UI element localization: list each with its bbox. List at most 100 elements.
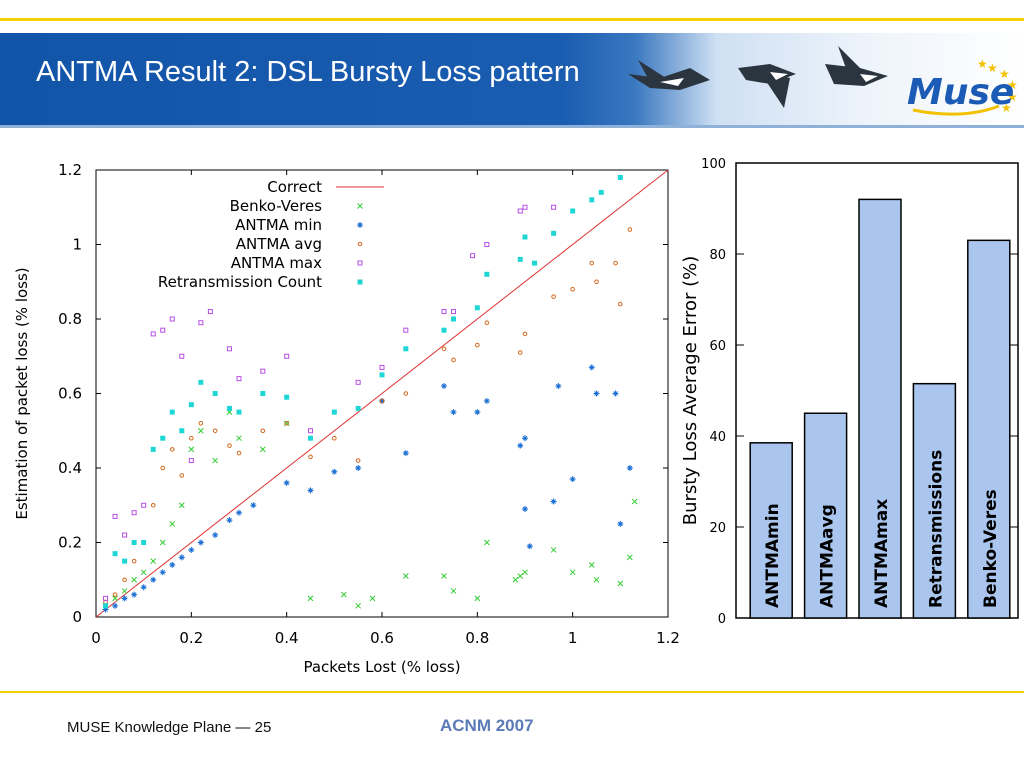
retransmission-count-point bbox=[570, 208, 576, 214]
antma-max-point bbox=[198, 320, 204, 326]
benko-veres-point bbox=[627, 554, 633, 561]
retransmission-count-point bbox=[441, 327, 447, 333]
antma-avg-point bbox=[475, 342, 480, 348]
benko-veres-point bbox=[593, 576, 600, 583]
antma-max-point bbox=[236, 376, 242, 382]
retransmission-count-point bbox=[112, 551, 118, 557]
benko-veres-point bbox=[159, 539, 166, 546]
svg-text:★: ★ bbox=[987, 61, 998, 75]
antma-max-point bbox=[207, 309, 213, 315]
retransmission-count-point bbox=[598, 189, 604, 195]
legend-label: Correct bbox=[267, 178, 322, 196]
antma-avg-point bbox=[522, 331, 528, 337]
y-tick-label: 0 bbox=[72, 608, 82, 626]
antma-avg-point bbox=[570, 286, 575, 292]
series-correct bbox=[95, 169, 669, 618]
antma-max-point bbox=[141, 502, 147, 508]
antma-avg-point bbox=[618, 301, 623, 307]
benko-veres-point bbox=[112, 595, 118, 602]
antma-min-point bbox=[550, 498, 557, 505]
bar-antmaavg bbox=[803, 412, 848, 619]
antma-avg-point bbox=[236, 450, 242, 456]
footer-page-label: MUSE Knowledge Plane — 25 bbox=[67, 719, 272, 736]
x-tick-label: 1 bbox=[568, 629, 578, 647]
antma-avg-point bbox=[441, 346, 447, 352]
benko-veres-point bbox=[484, 539, 490, 546]
antma-avg-point bbox=[189, 435, 194, 441]
antma-max-point bbox=[260, 368, 266, 374]
bar-retransmissions bbox=[912, 382, 957, 619]
antma-avg-point bbox=[332, 435, 337, 441]
y-tick-label: 1.2 bbox=[58, 161, 82, 179]
y-tick-label: 0.4 bbox=[58, 459, 82, 477]
retransmission-count-point bbox=[236, 409, 242, 415]
antma-avg-point bbox=[357, 241, 363, 247]
slide-title: ANTMA Result 2: DSL Bursty Loss pattern bbox=[36, 56, 580, 88]
benko-veres-point bbox=[588, 561, 595, 568]
svg-text:★: ★ bbox=[977, 57, 988, 71]
svg-text:★: ★ bbox=[1007, 90, 1018, 104]
logo-stars: ★ ★ ★ ★ ★ ★ bbox=[977, 57, 1018, 115]
antma-avg-point bbox=[112, 592, 118, 597]
antma-min-point bbox=[483, 397, 490, 404]
retransmission-count-point bbox=[474, 305, 480, 311]
bar-benko-veres bbox=[967, 239, 1011, 619]
antma-min-point bbox=[159, 569, 166, 576]
retransmission-count-point bbox=[451, 316, 456, 322]
bar-chart: 0 20 40 60 80 100 Bursty Loss Average Error (%… bbox=[680, 157, 1019, 627]
benko-veres-point bbox=[450, 588, 457, 594]
antma-max-point bbox=[522, 204, 528, 210]
correct-line bbox=[95, 169, 669, 618]
retransmission-count-point bbox=[141, 540, 147, 545]
retransmission-count-point bbox=[617, 174, 623, 180]
benko-veres-point bbox=[283, 420, 290, 427]
antma-max-point bbox=[103, 595, 109, 601]
scatter-chart: 0 0.2 0.4 0.6 0.8 1 1.2 0 0.2 0.4 0.6 0.8 1 1.2 Packet… bbox=[13, 161, 680, 676]
benko-veres-point bbox=[236, 435, 242, 442]
antma-min-point bbox=[522, 505, 528, 512]
legend-label: Benko-Veres bbox=[230, 197, 323, 215]
antma-max-point bbox=[403, 327, 409, 333]
benko-veres-point bbox=[517, 573, 524, 579]
series-retransmission-count bbox=[103, 174, 623, 609]
antma-min-point bbox=[102, 606, 109, 613]
svg-text:★: ★ bbox=[1001, 101, 1012, 115]
antma-min-point bbox=[178, 554, 185, 561]
antma-avg-point bbox=[260, 428, 266, 434]
retransmission-count-point bbox=[169, 409, 175, 415]
benko-veres-point bbox=[441, 573, 447, 579]
bar-category-label: ANTMAavg bbox=[818, 504, 838, 608]
benko-veres-point bbox=[550, 547, 557, 553]
footer-conference: ACNM 2007 bbox=[440, 716, 534, 735]
antma-min-point bbox=[612, 390, 619, 397]
retransmission-count-point bbox=[308, 435, 313, 441]
benko-veres-point bbox=[169, 521, 176, 527]
x-tick-label: 0 bbox=[91, 629, 101, 647]
antma-min-point bbox=[131, 591, 138, 598]
bar-y-tick-label: 20 bbox=[709, 521, 726, 536]
antma-avg-point bbox=[150, 502, 156, 508]
antma-avg-point bbox=[227, 443, 232, 448]
top-accent-rule bbox=[0, 18, 1024, 21]
benko-veres-point bbox=[631, 498, 638, 505]
retransmission-count-point bbox=[589, 197, 595, 203]
antma-min-point bbox=[522, 435, 528, 442]
bar-category-label: Benko-Veres bbox=[981, 489, 1001, 608]
x-tick-label: 0.2 bbox=[179, 629, 203, 647]
antma-avg-point bbox=[613, 260, 618, 266]
benko-veres-point bbox=[140, 569, 147, 576]
antma-min-point bbox=[588, 364, 595, 371]
antma-min-point bbox=[188, 546, 195, 553]
benko-veres-point bbox=[259, 446, 266, 453]
antma-min-point bbox=[450, 409, 457, 416]
antma-avg-point bbox=[627, 227, 633, 232]
retransmission-count-point bbox=[355, 405, 361, 411]
benko-veres-point bbox=[569, 569, 576, 576]
retransmission-count-point bbox=[260, 391, 266, 396]
antma-max-point bbox=[179, 353, 185, 359]
benko-veres-point bbox=[188, 446, 195, 453]
antma-avg-point bbox=[517, 350, 523, 355]
legend-label: ANTMA min bbox=[235, 216, 322, 234]
benko-veres-point bbox=[357, 203, 363, 209]
